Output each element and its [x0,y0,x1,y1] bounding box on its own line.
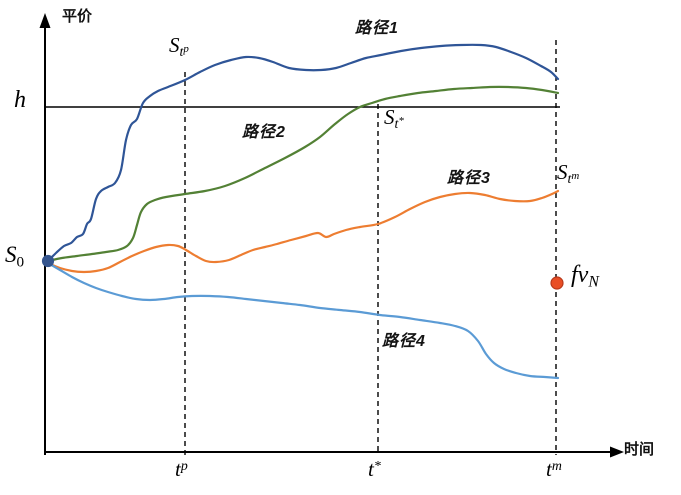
price-at-tstar-label: St* [384,105,404,131]
series-path-1 [46,43,560,263]
series-path-4 [46,261,560,380]
x-axis-arrow [610,446,624,458]
path3-label: 路径3 [447,170,491,187]
series-path-2 [46,85,560,263]
x-axis-title: 时间 [624,441,655,458]
y-axis-title: 平价 [62,8,93,25]
path4-label: 路径4 [382,333,426,350]
path1-label: 路径1 [355,20,399,37]
tick-tp: tp [175,457,188,481]
path2-label: 路径2 [242,124,286,141]
y-axis-arrow [39,13,51,28]
start-price-dot [41,254,55,268]
price-at-tp-label: Stp [169,33,189,59]
price-at-tm-label: Stm [557,160,580,186]
tick-tm: tm [546,457,562,481]
barrier-label: h [14,87,26,113]
tick-tstar: t* [368,457,381,481]
series-path-3 [46,189,560,274]
terminal-value-label: fvN [571,262,599,291]
start-price-label: S0 [5,242,25,271]
terminal-value-dot [550,276,564,290]
